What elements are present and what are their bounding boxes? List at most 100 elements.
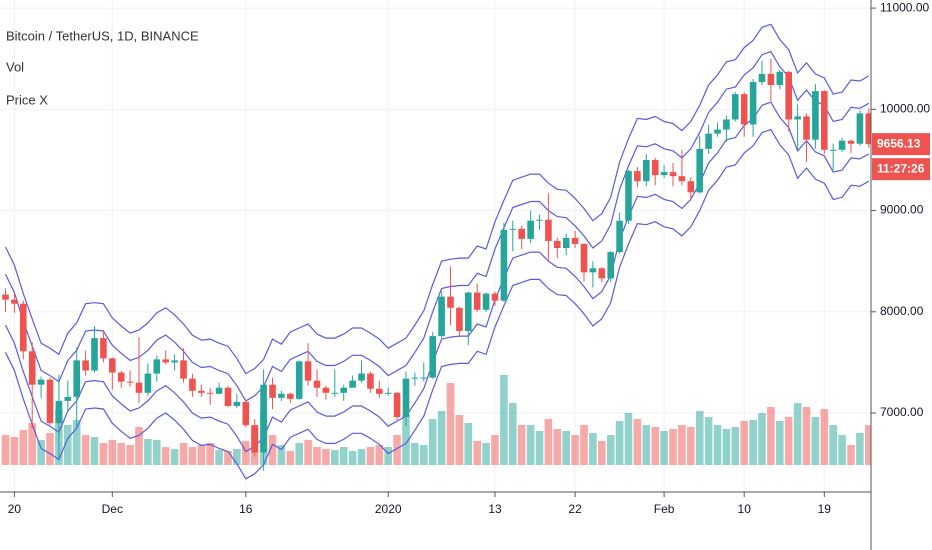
candle-body xyxy=(402,378,410,418)
y-tick-label: 8000.00 xyxy=(880,304,924,318)
candle-body xyxy=(491,293,499,301)
x-tick-label: Feb xyxy=(654,502,675,516)
candle-body xyxy=(500,229,508,301)
candle-body xyxy=(589,268,597,273)
candle-body xyxy=(856,113,864,144)
candle-body xyxy=(100,338,107,359)
x-tick-label: Dec xyxy=(102,502,123,516)
candle-body xyxy=(393,392,401,418)
volume-bar xyxy=(509,403,517,465)
candle-body xyxy=(295,361,303,399)
candle-body xyxy=(482,293,490,310)
candle-body xyxy=(562,237,570,249)
candle-body xyxy=(349,380,356,388)
volume-bar xyxy=(544,419,553,465)
candle-body xyxy=(465,292,472,332)
volume-bar xyxy=(46,433,54,465)
candle-body xyxy=(55,400,63,424)
volume-bar xyxy=(90,437,99,465)
candle-body xyxy=(376,388,383,394)
volume-bar xyxy=(776,421,784,465)
volume-bar xyxy=(553,429,562,465)
candle-body xyxy=(776,71,784,86)
candle-body xyxy=(767,73,775,86)
volume-bar xyxy=(446,383,455,465)
candle-body xyxy=(732,94,739,120)
candle-body xyxy=(73,360,80,397)
volume-bar xyxy=(624,413,633,465)
candle-body xyxy=(829,149,837,151)
volume-bar xyxy=(731,427,740,465)
volume-bar xyxy=(500,375,508,465)
volume-bar xyxy=(64,425,72,465)
volume-bar xyxy=(37,440,45,465)
candle-body xyxy=(812,91,819,140)
y-tick-label: 11000.00 xyxy=(880,0,929,14)
volume-bar xyxy=(615,421,624,465)
candle-body xyxy=(367,373,374,389)
volume-bar xyxy=(749,420,757,465)
volume-bar xyxy=(19,430,28,465)
candle-body xyxy=(651,159,659,176)
volume-bar xyxy=(322,449,330,465)
candle-body xyxy=(643,159,650,182)
volume-bar xyxy=(242,441,250,465)
bands xyxy=(4,23,870,480)
candle-body xyxy=(447,296,454,308)
volume-bar xyxy=(295,443,303,465)
volume-bar xyxy=(411,443,419,465)
indicator-label: Vol xyxy=(6,59,24,74)
volume-bar xyxy=(126,445,134,465)
volume-bar xyxy=(348,451,357,465)
candle-body xyxy=(340,387,347,393)
candle-body xyxy=(571,237,579,244)
volume-bar xyxy=(829,425,837,465)
candle-body xyxy=(785,71,792,120)
candle-body xyxy=(269,384,276,398)
volume-bar xyxy=(437,411,446,465)
volume-bar xyxy=(135,427,143,465)
volume-bar xyxy=(179,443,188,465)
candle-body xyxy=(233,401,241,406)
volume-bar xyxy=(811,417,820,465)
candle-body xyxy=(687,181,695,193)
candles xyxy=(2,58,871,471)
candle-body xyxy=(198,390,205,393)
volume-bar xyxy=(580,425,588,465)
volume-bar xyxy=(455,415,464,465)
candle-body xyxy=(206,392,214,394)
candle-body xyxy=(580,243,588,273)
volume-bar xyxy=(72,420,81,465)
volume-bar xyxy=(464,423,473,465)
volume-bar xyxy=(571,435,579,465)
candle-body xyxy=(696,148,703,193)
volume-bar xyxy=(28,423,36,465)
volume-bar xyxy=(188,447,197,465)
y-tick-label: 10000.00 xyxy=(880,102,930,116)
candle-body xyxy=(260,384,267,453)
volume-bar xyxy=(633,419,642,465)
candle-body xyxy=(189,378,196,391)
candle-body xyxy=(304,361,312,381)
volume-bar xyxy=(802,407,811,465)
candle-body xyxy=(705,133,712,149)
candle-body xyxy=(803,116,810,140)
volume-bar xyxy=(197,445,206,465)
candle-body xyxy=(358,373,365,381)
volume-bar xyxy=(526,425,535,465)
candle-body xyxy=(420,377,428,379)
candle-body xyxy=(758,73,766,82)
candle-body xyxy=(821,91,828,150)
volume-bar xyxy=(758,413,766,465)
volume-bar xyxy=(10,437,19,465)
candle-body xyxy=(678,176,686,182)
volume-bar xyxy=(108,440,117,465)
volume-bar xyxy=(838,435,846,465)
volume-bar xyxy=(598,441,606,465)
candle-body xyxy=(242,401,250,426)
volume-bar xyxy=(81,435,90,465)
volume-bar xyxy=(393,435,401,465)
volume-bar xyxy=(206,443,214,465)
candle-body xyxy=(509,228,517,230)
